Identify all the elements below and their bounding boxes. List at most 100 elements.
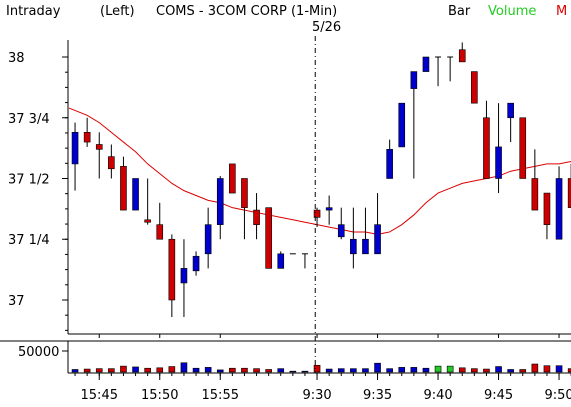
price-tick-label: 37 1/4 xyxy=(8,233,50,248)
legend-volume: Volume xyxy=(488,4,536,19)
volume-bar xyxy=(192,367,200,373)
candle-body xyxy=(144,219,151,223)
candle xyxy=(229,163,236,194)
candle-body xyxy=(168,238,176,301)
volume-bar xyxy=(422,367,430,373)
volume-bar xyxy=(120,365,127,373)
candle-body xyxy=(325,207,333,211)
candle-body xyxy=(543,192,551,225)
candle xyxy=(120,156,127,211)
candle-body xyxy=(350,238,357,255)
volume-bar xyxy=(144,367,151,373)
volume-panel: 50000 xyxy=(0,340,571,374)
candle xyxy=(458,42,466,63)
candle xyxy=(108,144,115,179)
legend-ma: M xyxy=(556,4,567,19)
volume-bar xyxy=(325,368,333,373)
time-tick-label: 15:45 xyxy=(81,388,118,403)
candle xyxy=(337,207,345,240)
volume-bar xyxy=(108,368,115,373)
candle xyxy=(168,234,176,317)
candle-body xyxy=(386,149,393,179)
candle-body xyxy=(108,156,115,170)
volume-bar xyxy=(398,367,406,373)
price-tick-label: 37 xyxy=(8,294,25,309)
candle xyxy=(386,139,393,179)
candle-body xyxy=(398,102,406,148)
price-ticks: 37 37 1/4 37 1/2 37 3/4 38 xyxy=(8,51,68,331)
candle xyxy=(374,193,381,255)
legend-bar: Bar xyxy=(448,4,471,19)
candle-body xyxy=(120,166,127,211)
volume-bar xyxy=(350,368,357,373)
volume-bar xyxy=(410,367,418,373)
candle xyxy=(325,195,333,225)
candle-body xyxy=(555,178,563,240)
candle-body xyxy=(337,224,345,238)
candle xyxy=(567,163,571,208)
volume-bar xyxy=(156,367,164,373)
price-tick-label: 38 xyxy=(8,51,25,66)
volume-bar xyxy=(519,369,527,373)
volume-bar xyxy=(495,366,502,373)
candle xyxy=(277,251,285,269)
volume-bar xyxy=(289,370,297,373)
volume-bar xyxy=(277,368,285,373)
candle xyxy=(362,207,369,255)
volume-bar xyxy=(216,369,224,373)
candlesticks xyxy=(71,42,571,317)
candle xyxy=(313,207,321,228)
volume-bar xyxy=(168,366,176,373)
volume-bar xyxy=(313,364,321,373)
volume-bar xyxy=(543,365,551,373)
time-axis-ticks: 15:45 15:50 15:55 9:30 9:35 9:40 9:45 9:50 xyxy=(74,334,571,403)
candle-body xyxy=(95,144,103,150)
volume-tick-label: 50000 xyxy=(18,345,59,360)
time-tick-label: 9:30 xyxy=(302,388,331,403)
time-tick-label: 9:45 xyxy=(484,388,513,403)
mode-label: Intraday xyxy=(6,4,61,19)
candle-body xyxy=(362,238,369,255)
candle-body xyxy=(483,117,490,179)
volume-bar xyxy=(95,368,103,373)
volume-bar xyxy=(337,368,345,373)
candle-body xyxy=(253,209,260,225)
candle-body xyxy=(132,178,139,211)
volume-bar xyxy=(386,368,393,373)
volume-bar xyxy=(374,362,381,373)
volume-bar xyxy=(132,366,139,373)
candle-body xyxy=(229,163,236,194)
candle-body xyxy=(265,207,272,269)
candle xyxy=(83,117,91,147)
axis-side-label: (Left) xyxy=(100,4,135,19)
volume-ticks: 50000 xyxy=(18,345,68,360)
volume-bar xyxy=(204,367,212,373)
volume-bar xyxy=(301,370,309,373)
candle-body xyxy=(71,132,79,165)
candle xyxy=(471,71,478,104)
volume-bar xyxy=(265,369,272,373)
volume-bar xyxy=(507,369,514,373)
candle xyxy=(350,207,357,269)
candle-body xyxy=(83,132,91,143)
candle xyxy=(95,132,103,179)
time-tick-label: 9:40 xyxy=(423,388,452,403)
volume-bar xyxy=(362,368,369,373)
price-panel: 37 37 1/4 37 1/2 37 3/4 38 xyxy=(8,40,571,335)
volume-bar xyxy=(483,368,490,373)
candle-body xyxy=(519,117,527,179)
time-tick-label: 9:35 xyxy=(363,388,392,403)
candle xyxy=(483,100,490,179)
candle-body xyxy=(567,178,571,208)
volume-bar xyxy=(241,367,248,373)
candle xyxy=(398,102,406,148)
candle-body xyxy=(410,71,418,89)
candle xyxy=(519,117,527,179)
candle-body xyxy=(313,209,321,218)
candle xyxy=(447,56,454,82)
volume-bar xyxy=(253,368,260,373)
candle-body xyxy=(204,224,212,255)
candle-body xyxy=(374,224,381,255)
volume-bar xyxy=(531,363,539,373)
